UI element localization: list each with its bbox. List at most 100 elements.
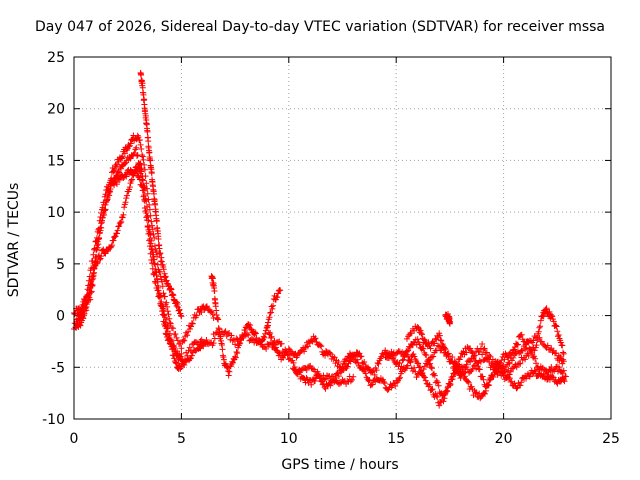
y-tick-label: 25 bbox=[47, 50, 65, 66]
data-point-marker bbox=[361, 358, 368, 365]
data-point-marker bbox=[144, 213, 151, 220]
data-point-marker bbox=[473, 365, 480, 372]
data-point-marker bbox=[461, 369, 468, 376]
data-point-marker bbox=[531, 367, 538, 374]
data-point-marker bbox=[476, 348, 483, 355]
data-point-marker bbox=[127, 140, 134, 147]
data-point-marker bbox=[186, 326, 193, 333]
plot-frame bbox=[73, 56, 612, 420]
data-point-marker bbox=[151, 260, 158, 267]
data-point-marker bbox=[290, 359, 297, 366]
data-point-marker bbox=[423, 360, 430, 367]
data-point-marker bbox=[434, 379, 441, 386]
data-point-marker bbox=[140, 193, 147, 200]
data-point-marker bbox=[349, 376, 356, 383]
data-point-marker bbox=[269, 305, 276, 312]
data-point-marker bbox=[126, 184, 133, 191]
data-point-marker bbox=[232, 353, 239, 360]
data-point-marker bbox=[518, 331, 525, 338]
data-point-marker bbox=[422, 377, 429, 384]
data-point-marker bbox=[166, 319, 173, 326]
data-point-marker bbox=[296, 369, 303, 376]
data-point-marker bbox=[138, 146, 145, 153]
data-point-marker bbox=[228, 332, 235, 339]
data-point-marker bbox=[139, 177, 146, 184]
data-point-marker bbox=[120, 174, 127, 181]
data-point-marker bbox=[157, 292, 164, 299]
data-point-marker bbox=[326, 349, 333, 356]
data-point-marker bbox=[79, 307, 86, 314]
data-point-marker bbox=[398, 368, 405, 375]
data-point-marker bbox=[513, 364, 520, 371]
data-point-marker bbox=[415, 360, 422, 367]
data-point-marker bbox=[154, 278, 161, 285]
data-point-marker bbox=[522, 356, 529, 363]
data-point-marker bbox=[104, 194, 111, 201]
data-point-marker bbox=[480, 346, 487, 353]
data-point-marker bbox=[354, 356, 361, 363]
data-point-marker bbox=[397, 374, 404, 381]
data-point-marker bbox=[523, 344, 530, 351]
data-point-marker bbox=[161, 311, 168, 318]
data-point-marker bbox=[554, 328, 561, 335]
data-point-marker bbox=[144, 223, 151, 230]
data-point-marker bbox=[118, 154, 125, 161]
data-point-marker bbox=[531, 347, 538, 354]
data-point-marker bbox=[339, 365, 346, 372]
data-point-marker bbox=[135, 173, 142, 180]
data-point-marker bbox=[492, 358, 499, 365]
data-point-marker bbox=[180, 337, 187, 344]
data-point-marker bbox=[547, 311, 554, 318]
data-point-marker bbox=[147, 232, 154, 239]
data-point-marker bbox=[145, 217, 152, 224]
data-point-marker bbox=[128, 177, 135, 184]
data-point-marker bbox=[177, 353, 184, 360]
data-point-marker bbox=[157, 273, 164, 280]
data-point-marker bbox=[295, 368, 302, 375]
x-tick-label: 0 bbox=[70, 431, 79, 447]
data-point-marker bbox=[419, 370, 426, 377]
data-point-marker bbox=[116, 222, 123, 229]
data-point-marker bbox=[87, 296, 94, 303]
data-point-marker bbox=[275, 349, 282, 356]
data-point-marker bbox=[469, 366, 476, 373]
data-point-marker bbox=[274, 294, 281, 301]
data-point-marker bbox=[252, 329, 259, 336]
data-point-marker bbox=[163, 331, 170, 338]
data-point-marker bbox=[91, 261, 98, 268]
data-point-marker bbox=[396, 375, 403, 382]
data-point-marker bbox=[532, 355, 539, 362]
data-point-marker bbox=[151, 234, 158, 241]
data-point-marker bbox=[92, 255, 99, 262]
data-point-marker bbox=[88, 288, 95, 295]
data-point-marker bbox=[98, 217, 105, 224]
data-point-marker bbox=[533, 342, 540, 349]
data-point-marker bbox=[139, 187, 146, 194]
data-point-marker bbox=[146, 236, 153, 243]
data-point-marker bbox=[86, 284, 93, 291]
data-point-marker bbox=[517, 360, 524, 367]
data-point-marker bbox=[141, 205, 148, 212]
data-point-marker bbox=[161, 293, 168, 300]
data-point-marker bbox=[121, 160, 128, 167]
data-point-marker bbox=[526, 373, 533, 380]
data-point-marker bbox=[112, 233, 119, 240]
data-point-marker bbox=[267, 330, 274, 337]
data-point-marker bbox=[141, 161, 148, 168]
data-point-marker bbox=[414, 359, 421, 366]
data-point-marker bbox=[373, 367, 380, 374]
data-point-marker bbox=[138, 181, 145, 188]
data-point-marker bbox=[429, 365, 435, 372]
data-point-marker bbox=[134, 169, 141, 176]
x-tick-label: 10 bbox=[280, 431, 298, 447]
data-point-marker bbox=[414, 336, 421, 343]
data-point-marker bbox=[149, 254, 156, 261]
data-point-marker bbox=[429, 386, 436, 393]
y-tick-label: 10 bbox=[47, 205, 65, 221]
data-point-marker bbox=[265, 322, 272, 329]
data-point-marker bbox=[172, 330, 179, 337]
data-point-marker bbox=[189, 320, 196, 327]
data-point-marker bbox=[270, 302, 277, 309]
data-point-marker bbox=[99, 214, 106, 221]
data-point-marker bbox=[440, 343, 447, 350]
